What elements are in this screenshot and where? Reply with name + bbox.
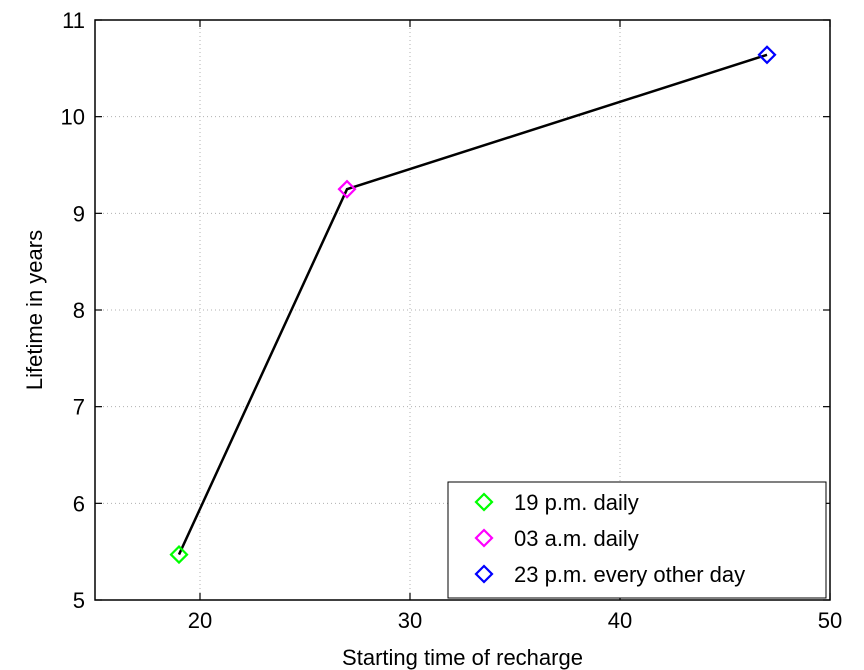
legend-marker: [474, 528, 494, 548]
x-tick-label: 50: [818, 608, 842, 633]
legend-label: 19 p.m. daily: [514, 490, 639, 515]
x-tick-label: 30: [398, 608, 422, 633]
y-tick-label: 8: [73, 298, 85, 323]
y-tick-labels: 5 6 7 8 9 10 11: [61, 8, 85, 613]
legend-marker: [474, 564, 494, 584]
axis-ticks: [95, 19, 831, 601]
series-line: [177, 53, 768, 556]
y-tick-label: 11: [62, 8, 85, 33]
data-markers: [169, 45, 777, 565]
legend-label: 03 a.m. daily: [514, 526, 639, 551]
y-tick-label: 9: [73, 201, 85, 226]
legend-label: 23 p.m. every other day: [514, 562, 745, 587]
data-point-marker: [169, 545, 189, 565]
data-point-marker: [337, 179, 357, 199]
x-tick-label: 20: [188, 608, 212, 633]
legend-marker: [474, 492, 494, 512]
legend-box: [447, 481, 827, 599]
y-tick-label: 10: [61, 105, 85, 130]
y-tick-label: 5: [73, 588, 85, 613]
legend: 19 p.m. daily 03 a.m. daily 23 p.m. every …: [447, 481, 827, 599]
x-tick-label: 40: [608, 608, 632, 633]
x-tick-labels: 20 30 40 50: [188, 608, 842, 633]
y-tick-label: 6: [73, 491, 85, 516]
y-tick-label: 7: [73, 395, 85, 420]
data-point-marker: [757, 45, 777, 65]
x-axis-title: Starting time of recharge: [342, 645, 583, 670]
y-axis-title: Lifetime in years: [22, 230, 47, 390]
